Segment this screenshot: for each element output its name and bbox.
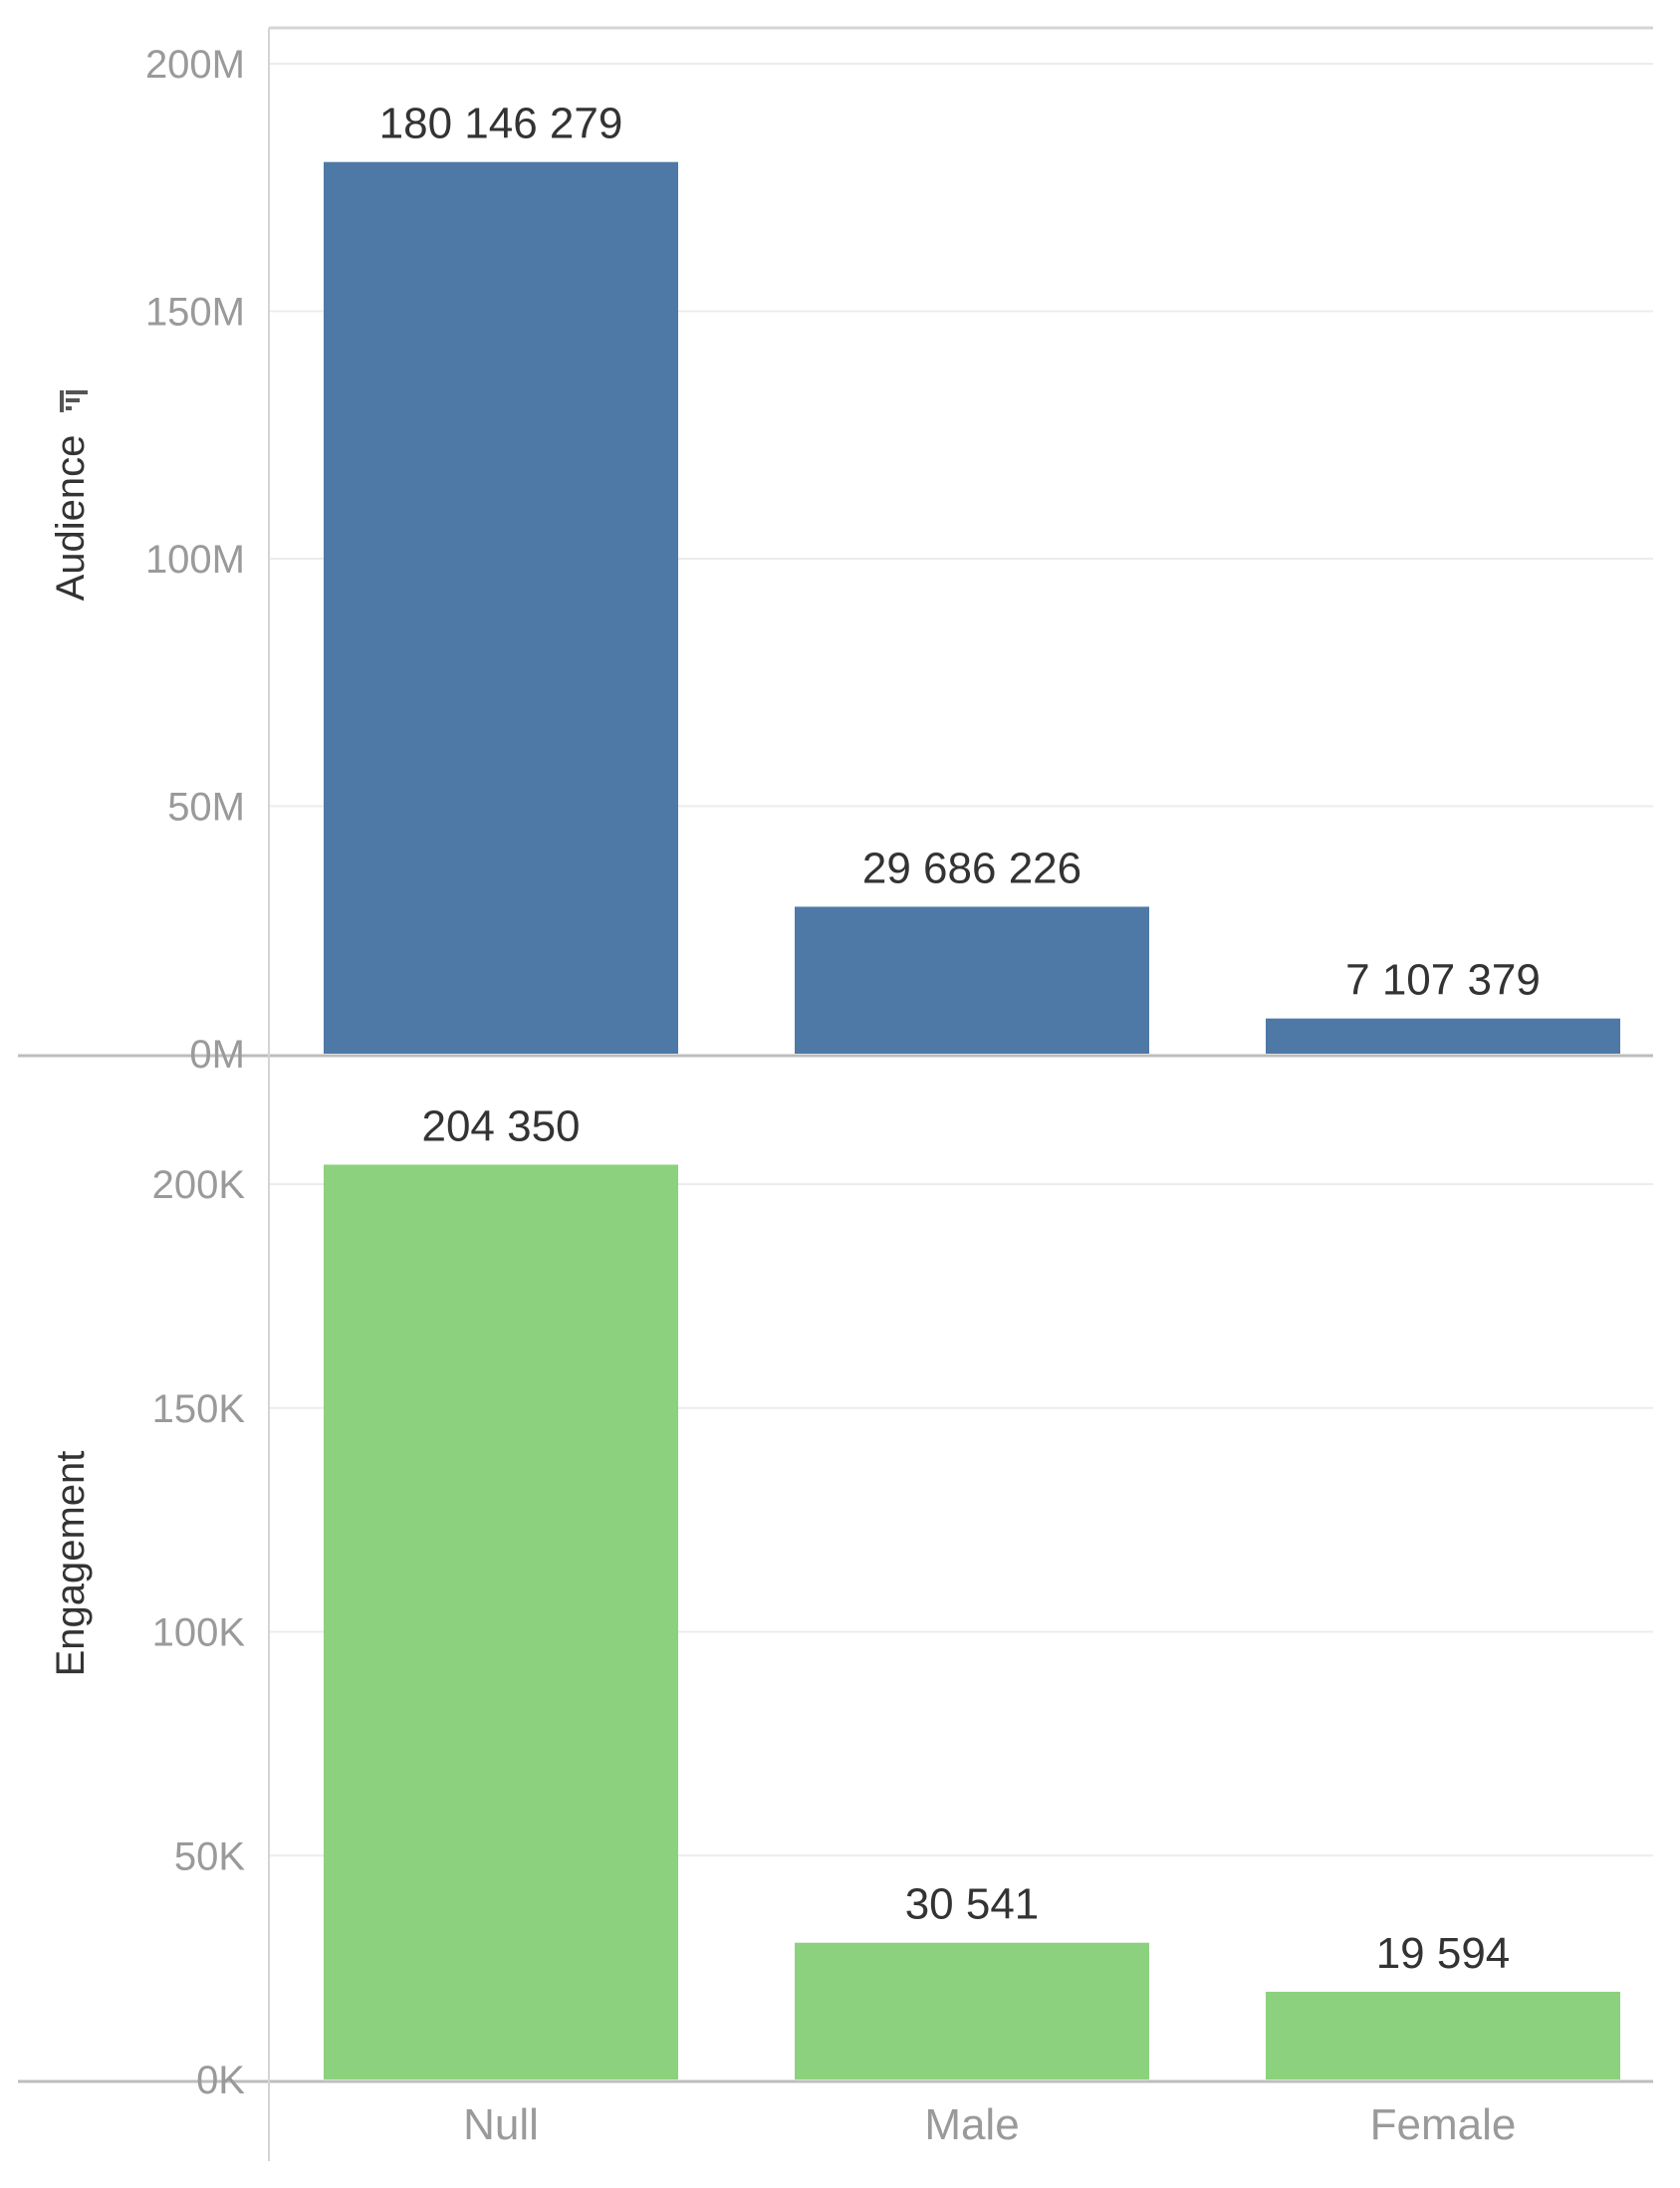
data-label: 30 541 xyxy=(905,1880,1040,1929)
data-label: 7 107 379 xyxy=(1345,956,1541,1005)
sort-icon-bar-3 xyxy=(66,406,72,410)
y-tick-label: 150M xyxy=(145,291,245,335)
bar-audience-female xyxy=(1266,1018,1620,1054)
y-tick-label: 200M xyxy=(145,43,245,87)
x-category-label: Female xyxy=(1370,2100,1517,2149)
sort-icon-bar-1 xyxy=(66,390,88,394)
sort-icon-bar-2 xyxy=(66,398,80,402)
y-axis-title: Audience xyxy=(49,435,93,602)
data-label: 19 594 xyxy=(1376,1929,1511,1978)
x-category-label: Null xyxy=(463,2100,539,2149)
bar-layer xyxy=(324,161,1620,2079)
axis-layer xyxy=(18,26,1653,2161)
bar-engagement-female xyxy=(1266,1991,1620,2079)
y-tick-label: 0M xyxy=(189,1033,245,1077)
y-tick-label: 100M xyxy=(145,538,245,582)
y-tick-label: 0K xyxy=(196,2059,245,2102)
x-category-label: Male xyxy=(924,2100,1019,2149)
y-tick-label: 200K xyxy=(152,1163,246,1207)
bar-engagement-null xyxy=(324,1164,678,2079)
y-axis-title-group: Engagement xyxy=(49,1451,93,1677)
y-tick-label: 50K xyxy=(174,1834,245,1878)
data-label: 180 146 279 xyxy=(379,100,623,148)
y-tick-label: 100K xyxy=(152,1611,246,1655)
y-tick-label: 50M xyxy=(167,786,245,830)
y-axis-title-group: Audience xyxy=(49,435,93,602)
bar-engagement-male xyxy=(795,1942,1149,2079)
data-label: 204 350 xyxy=(421,1101,580,1150)
bar-audience-male xyxy=(795,906,1149,1054)
bar-audience-null xyxy=(324,161,678,1055)
y-axis-title: Engagement xyxy=(49,1451,93,1677)
sort-descending-icon xyxy=(60,390,88,412)
y-tick-label: 150K xyxy=(152,1387,246,1431)
sort-icon-stem xyxy=(60,390,64,412)
label-layer: 0M 50M 100M 150M 200M 180 146 279 29 686 226 7 … xyxy=(49,43,1541,2149)
data-label: 29 686 226 xyxy=(862,844,1081,892)
